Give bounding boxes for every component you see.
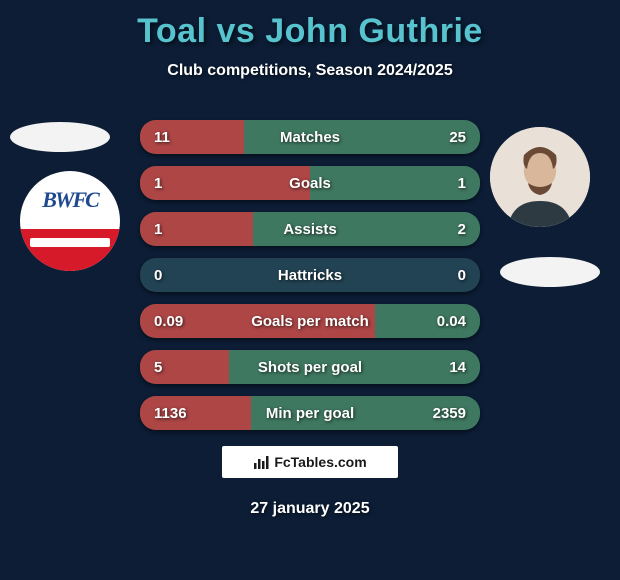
right-player-photo bbox=[490, 127, 590, 227]
stat-label: Shots per goal bbox=[140, 350, 480, 384]
club-logo-ribbon bbox=[30, 238, 110, 247]
stat-label: Matches bbox=[140, 120, 480, 154]
left-club-logo: BWFC bbox=[20, 171, 120, 271]
watermark: FcTables.com bbox=[222, 446, 398, 478]
stats-bars: 1125Matches 11Goals 12Assists 00Hattricks 0.… bbox=[140, 120, 480, 442]
page-title: Toal vs John Guthrie bbox=[0, 12, 620, 51]
chart-icon bbox=[253, 454, 269, 470]
stat-row: 0.090.04Goals per match bbox=[140, 304, 480, 338]
stat-row: 11Goals bbox=[140, 166, 480, 200]
stat-row: 11362359Min per goal bbox=[140, 396, 480, 430]
stat-row: 12Assists bbox=[140, 212, 480, 246]
stat-label: Min per goal bbox=[140, 396, 480, 430]
right-player-badge-ellipse bbox=[500, 257, 600, 287]
watermark-text: FcTables.com bbox=[274, 454, 366, 470]
stat-label: Assists bbox=[140, 212, 480, 246]
stat-label: Goals bbox=[140, 166, 480, 200]
date-line: 27 january 2025 bbox=[0, 500, 620, 518]
club-logo-text: BWFC bbox=[20, 171, 120, 229]
club-logo-band bbox=[20, 229, 120, 271]
comparison-infographic: Toal vs John Guthrie Club competitions, … bbox=[0, 0, 620, 580]
stat-row: 00Hattricks bbox=[140, 258, 480, 292]
stat-label: Hattricks bbox=[140, 258, 480, 292]
stat-row: 1125Matches bbox=[140, 120, 480, 154]
player-photo-placeholder bbox=[490, 127, 590, 227]
stat-label: Goals per match bbox=[140, 304, 480, 338]
page-subtitle: Club competitions, Season 2024/2025 bbox=[0, 62, 620, 80]
stat-row: 514Shots per goal bbox=[140, 350, 480, 384]
left-player-badge-ellipse bbox=[10, 122, 110, 152]
